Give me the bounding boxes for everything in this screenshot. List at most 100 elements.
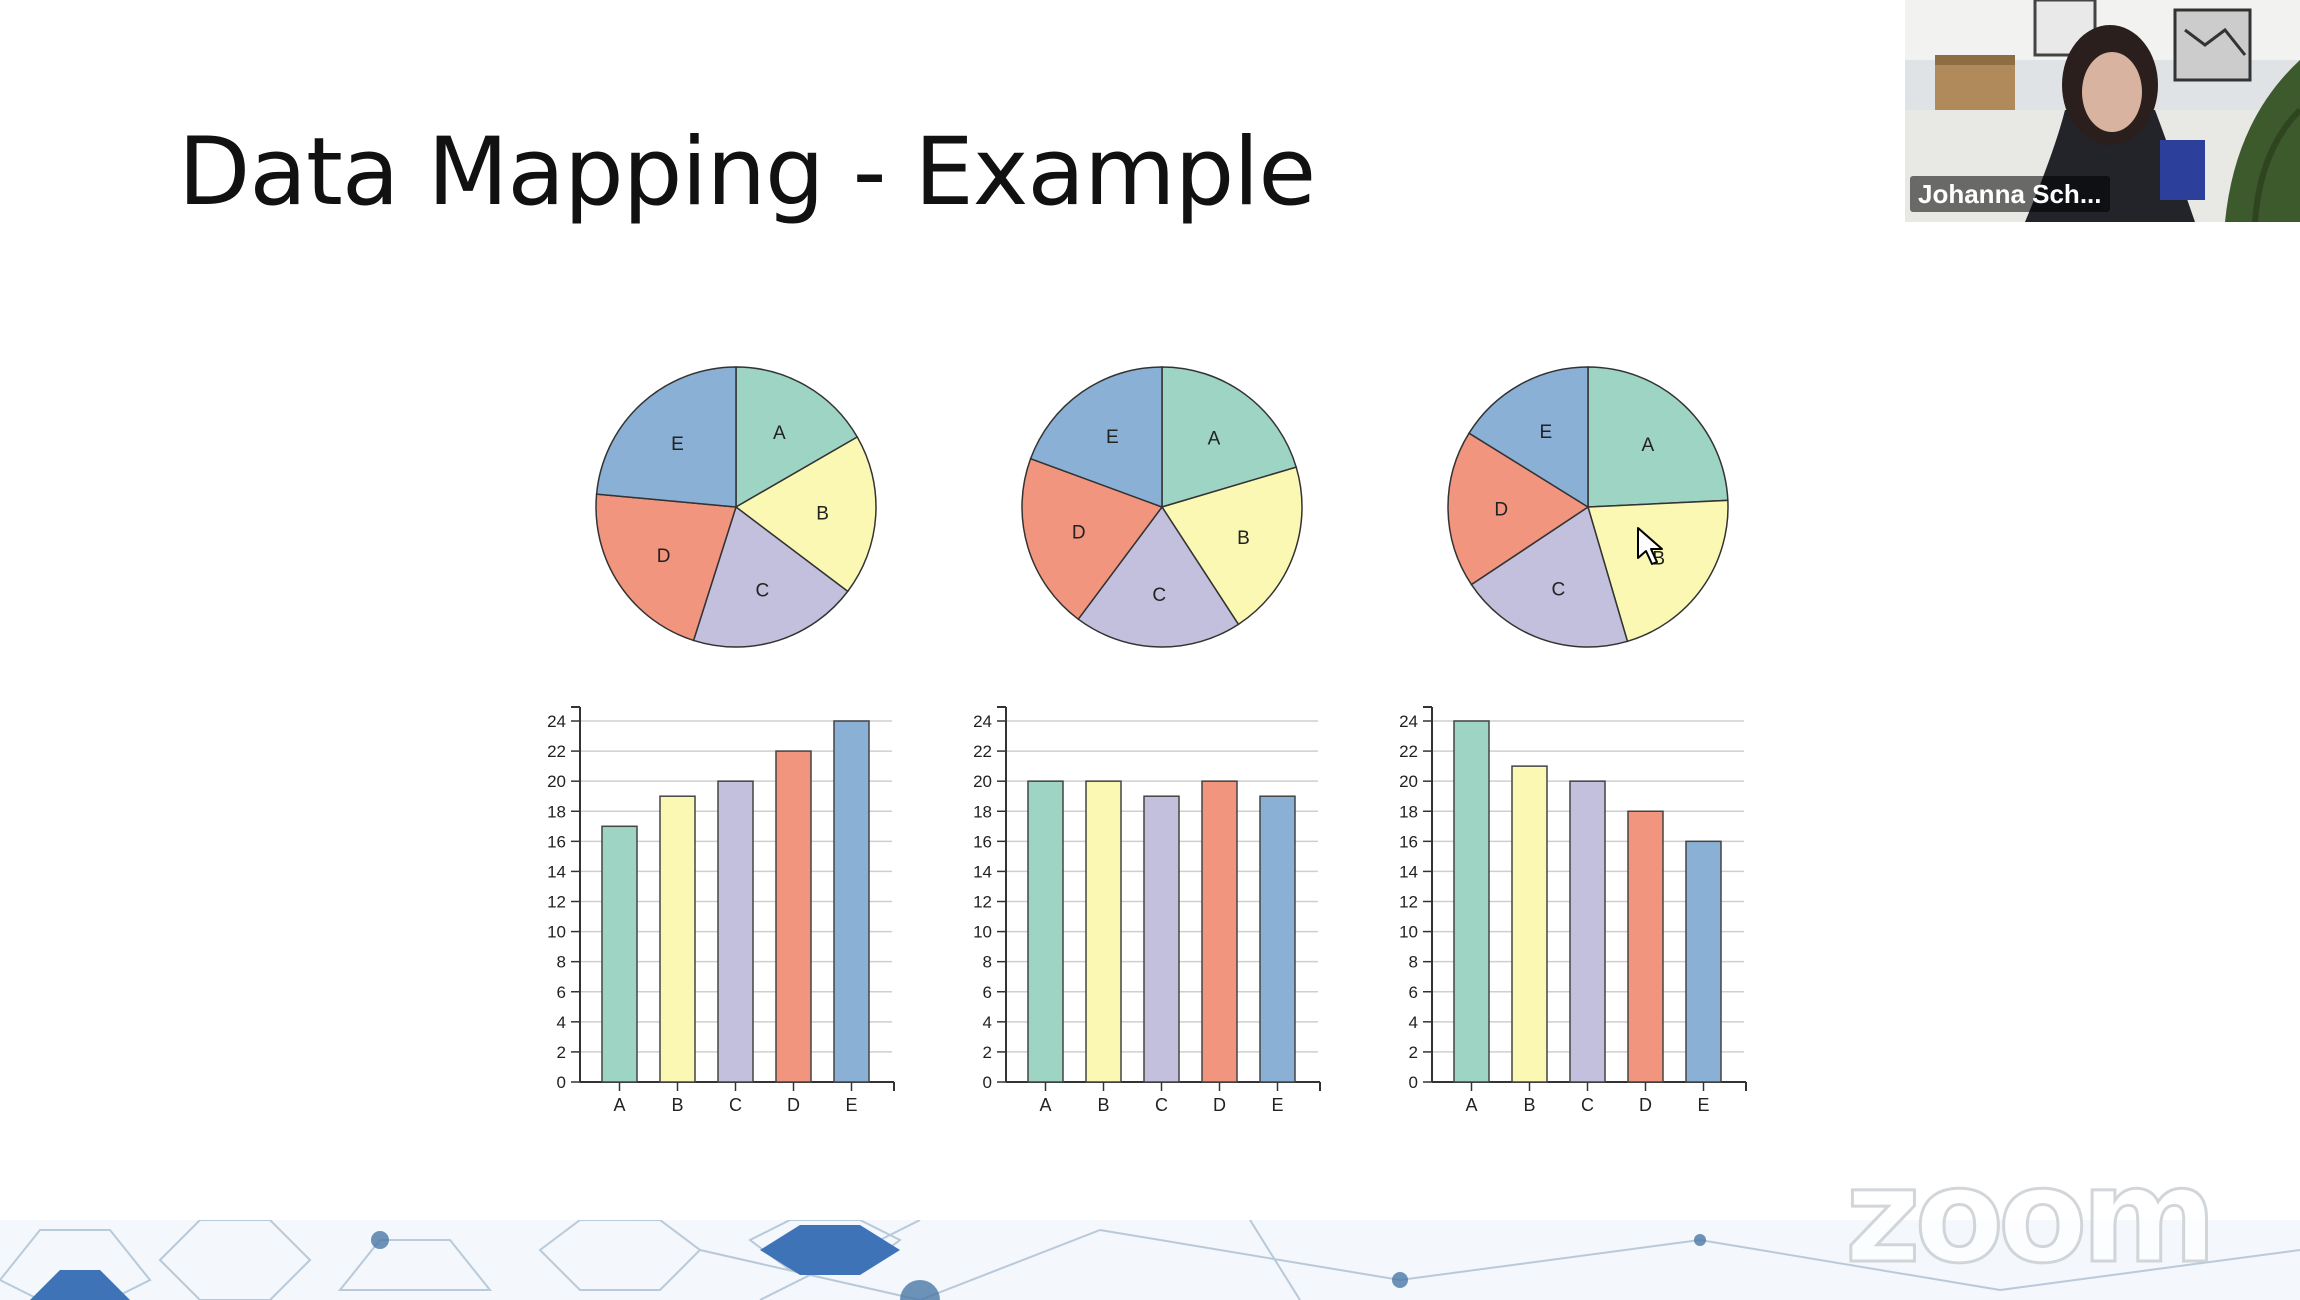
- bar-b: [1085, 780, 1122, 1083]
- y-tick-label: 16: [547, 832, 566, 851]
- pie-slice-b: [734, 435, 877, 593]
- y-tick-label: 12: [1399, 893, 1418, 912]
- pie-slice-d: [1447, 432, 1590, 586]
- bar-e: [1685, 840, 1722, 1083]
- bar-a: [1453, 720, 1490, 1083]
- pie-label-d: D: [657, 546, 671, 567]
- pie-label-b: B: [1652, 548, 1665, 569]
- y-tick-label: 0: [1409, 1073, 1418, 1092]
- pie-slice-a: [1161, 366, 1298, 509]
- pie-label-c: C: [1152, 585, 1166, 606]
- y-tick-label: 8: [1409, 953, 1418, 972]
- x-tick-label: C: [1581, 1095, 1594, 1115]
- bar-e: [1259, 795, 1296, 1083]
- x-tick-label: B: [671, 1095, 683, 1115]
- y-tick-label: 14: [547, 862, 566, 881]
- x-tick-label: A: [1039, 1095, 1051, 1115]
- y-tick-label: 10: [1399, 923, 1418, 942]
- pie-label-b: B: [816, 503, 829, 524]
- y-tick-label: 24: [547, 712, 566, 731]
- x-tick-label: E: [1271, 1095, 1283, 1115]
- slide-title: Data Mapping - Example: [178, 118, 1316, 227]
- pie-slice-c: [1077, 505, 1240, 648]
- bar-d: [1627, 810, 1664, 1083]
- y-tick-label: 4: [983, 1013, 992, 1032]
- bar-a: [601, 825, 638, 1083]
- y-tick-label: 8: [557, 953, 566, 972]
- bar-d: [775, 750, 812, 1083]
- y-tick-label: 20: [547, 772, 566, 791]
- pie-slice-a: [1587, 366, 1729, 508]
- footer-decoration: [0, 1220, 2300, 1300]
- x-tick-label: D: [1213, 1095, 1226, 1115]
- x-tick-label: A: [1465, 1095, 1477, 1115]
- y-tick-label: 0: [557, 1073, 566, 1092]
- x-tick-label: E: [1697, 1095, 1709, 1115]
- pie-slice-d: [595, 493, 737, 642]
- bar-b: [659, 795, 696, 1083]
- participant-video-tile[interactable]: Johanna Sch...: [1905, 0, 2300, 222]
- y-tick-label: 14: [1399, 862, 1418, 881]
- x-tick-label: B: [1523, 1095, 1535, 1115]
- x-tick-label: C: [729, 1095, 742, 1115]
- x-tick-label: B: [1097, 1095, 1109, 1115]
- y-tick-label: 6: [557, 983, 566, 1002]
- pie-label-a: A: [773, 423, 786, 444]
- pie-label-e: E: [671, 434, 684, 455]
- y-tick-label: 14: [973, 862, 992, 881]
- y-tick-label: 12: [547, 893, 566, 912]
- y-tick-label: 10: [973, 923, 992, 942]
- y-tick-label: 24: [1399, 712, 1418, 731]
- y-tick-label: 16: [1399, 832, 1418, 851]
- pie-slice-b: [1587, 499, 1729, 643]
- pie-label-a: A: [1642, 435, 1655, 456]
- y-tick-label: 18: [547, 802, 566, 821]
- pie-slice-a: [735, 366, 859, 509]
- bar-a: [1027, 780, 1064, 1083]
- y-tick-label: 22: [547, 742, 566, 761]
- y-tick-label: 20: [973, 772, 992, 791]
- x-tick-label: E: [845, 1095, 857, 1115]
- pie-slice-c: [1470, 505, 1629, 648]
- y-tick-label: 12: [973, 893, 992, 912]
- y-tick-label: 2: [983, 1043, 992, 1062]
- bar-d: [1201, 780, 1238, 1083]
- y-tick-label: 4: [557, 1013, 566, 1032]
- y-tick-label: 8: [983, 953, 992, 972]
- zoom-watermark: zoom: [1844, 1139, 2219, 1294]
- bar-c: [1143, 795, 1180, 1083]
- y-tick-label: 18: [973, 802, 992, 821]
- pie-label-d: D: [1494, 499, 1508, 520]
- y-tick-label: 2: [1409, 1043, 1418, 1062]
- y-tick-label: 2: [557, 1043, 566, 1062]
- y-tick-label: 0: [983, 1073, 992, 1092]
- x-tick-label: D: [787, 1095, 800, 1115]
- y-tick-label: 22: [1399, 742, 1418, 761]
- y-tick-label: 22: [973, 742, 992, 761]
- pie-slice-e: [595, 366, 737, 508]
- pie-slice-e: [1468, 366, 1589, 509]
- pie-label-c: C: [755, 581, 769, 602]
- bar-e: [833, 720, 870, 1083]
- y-tick-label: 20: [1399, 772, 1418, 791]
- pie-chart-1: A B C D E: [595, 366, 877, 648]
- y-tick-label: 16: [973, 832, 992, 851]
- y-tick-label: 24: [973, 712, 992, 731]
- pie-chart-2: A B C D E: [1021, 366, 1303, 648]
- mouse-cursor-icon: [1637, 527, 1663, 565]
- y-tick-label: 6: [983, 983, 992, 1002]
- pie-label-e: E: [1106, 427, 1119, 448]
- y-tick-label: 4: [1409, 1013, 1418, 1032]
- x-tick-label: A: [613, 1095, 625, 1115]
- pie-slice-d: [1021, 457, 1164, 621]
- pie-slice-e: [1029, 366, 1163, 509]
- pie-label-c: C: [1551, 580, 1565, 601]
- y-tick-label: 10: [547, 923, 566, 942]
- pie-label-d: D: [1072, 523, 1086, 544]
- y-tick-label: 18: [1399, 802, 1418, 821]
- pie-chart-3: A B C D E: [1447, 366, 1729, 648]
